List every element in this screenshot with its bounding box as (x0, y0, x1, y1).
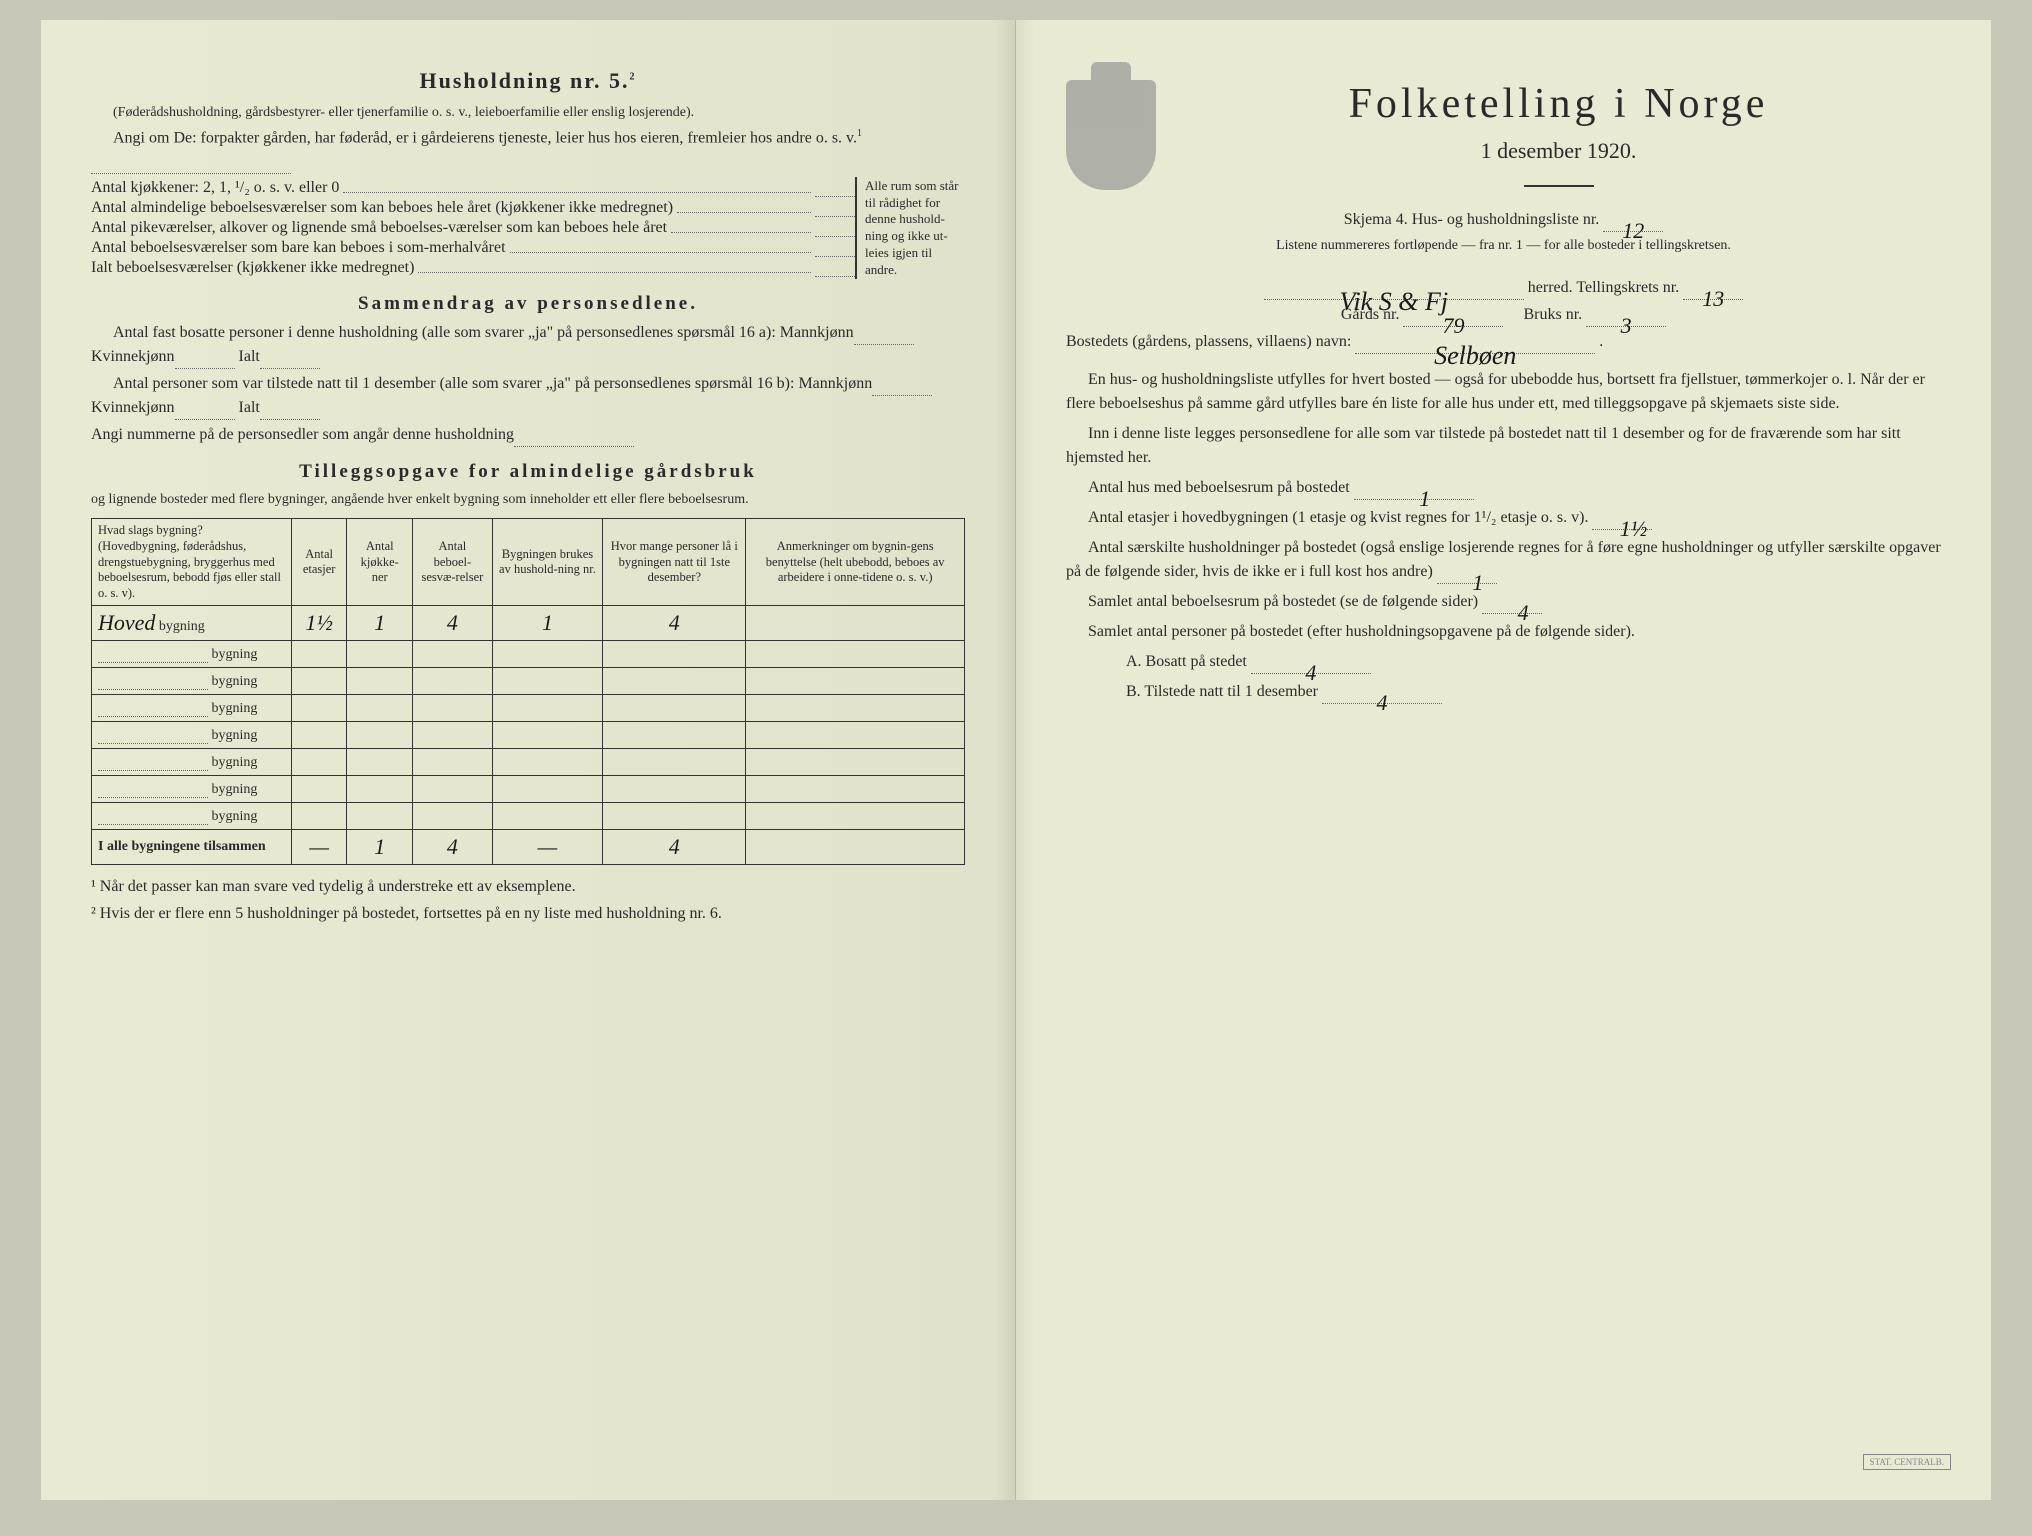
coat-of-arms-icon (1066, 80, 1156, 190)
table-row: bygning (92, 668, 965, 695)
skjema-line: Skjema 4. Hus- og husholdningsliste nr. … (1066, 208, 1941, 232)
table-row: bygning (92, 776, 965, 803)
printer-stamp: STAT. CENTRALB. (1863, 1454, 1951, 1470)
table-row: bygning (92, 722, 965, 749)
bostedets-line: Bostedets (gårdens, plassens, villaens) … (1066, 330, 1941, 354)
s-p1: Antal fast bosatte personer i denne hush… (91, 321, 965, 369)
body-text: En hus- og husholdningsliste utfylles fo… (1066, 368, 1941, 704)
p1: (Føderådshusholdning, gårdsbestyrer- ell… (91, 102, 965, 123)
table-sum-row: I alle bygningene tilsammen — 1 4 — 4 (92, 830, 965, 865)
table-row: Hoved bygning 1½ 1 4 1 4 (92, 606, 965, 641)
rooms-block: Antal kjøkkener: 2, 1, ¹/₂ o. s. v. elle… (91, 177, 965, 279)
herred-line: Vik S & Fj herred. Tellingskrets nr. 13 (1066, 276, 1941, 300)
table-row: bygning (92, 803, 965, 830)
s-p3: Angi nummerne på de personsedler som ang… (91, 423, 965, 447)
main-title: Folketelling i Norge (1176, 80, 1941, 128)
listene: Listene nummereres fortløpende — fra nr.… (1066, 235, 1941, 256)
qA: A. Bosatt på stedet 4 (1126, 650, 1941, 674)
building-table: Hvad slags bygning? (Hovedbygning, føder… (91, 518, 965, 865)
q5: Samlet antal personer på bostedet (efter… (1066, 620, 1941, 644)
subtitle: 1 desember 1920. (1176, 134, 1941, 167)
left-page: Husholdning nr. 5.2 (Føderådshusholdning… (41, 20, 1016, 1500)
th4: Antal beboel-sesvæ-relser (413, 519, 493, 606)
th5: Bygningen brukes av hushold-ning nr. (492, 519, 603, 606)
th1: Hvad slags bygning? (Hovedbygning, føder… (92, 519, 292, 606)
right-page: Folketelling i Norge 1 desember 1920. Sk… (1016, 20, 1991, 1500)
footnotes: ¹ Når det passer kan man svare ved tydel… (91, 875, 965, 926)
q4: Samlet antal beboelsesrum på bostedet (s… (1066, 590, 1941, 614)
tillegg-title: Tilleggsopgave for almindelige gårdsbruk (91, 461, 965, 483)
gards-line: Gårds nr. 79 Bruks nr. 3 (1066, 303, 1941, 327)
table-row: bygning (92, 749, 965, 776)
bracket-text: Alle rum som står til rådighet for denne… (855, 177, 965, 279)
s-p2: Antal personer som var tilstede natt til… (91, 372, 965, 420)
qB: B. Tilstede natt til 1 desember 4 (1126, 680, 1941, 704)
q1: Antal hus med beboelsesrum på bostedet 1 (1066, 476, 1941, 500)
table-row: bygning (92, 695, 965, 722)
q3: Antal særskilte husholdninger på bostede… (1066, 536, 1941, 584)
sammendrag-title: Sammendrag av personsedlene. (91, 293, 965, 315)
th6: Hvor mange personer lå i bygningen natt … (603, 519, 746, 606)
th3: Antal kjøkke-ner (347, 519, 413, 606)
q2: Antal etasjer i hovedbygningen (1 etasje… (1066, 506, 1941, 530)
th7: Anmerkninger om bygnin-gens benyttelse (… (746, 519, 965, 606)
p2: Angi om De: forpakter gården, har føderå… (91, 126, 965, 174)
table-row: bygning (92, 641, 965, 668)
th2: Antal etasjer (292, 519, 347, 606)
husholdning-title: Husholdning nr. 5.2 (91, 68, 965, 94)
tillegg-sub: og lignende bosteder med flere bygninger… (91, 489, 965, 510)
